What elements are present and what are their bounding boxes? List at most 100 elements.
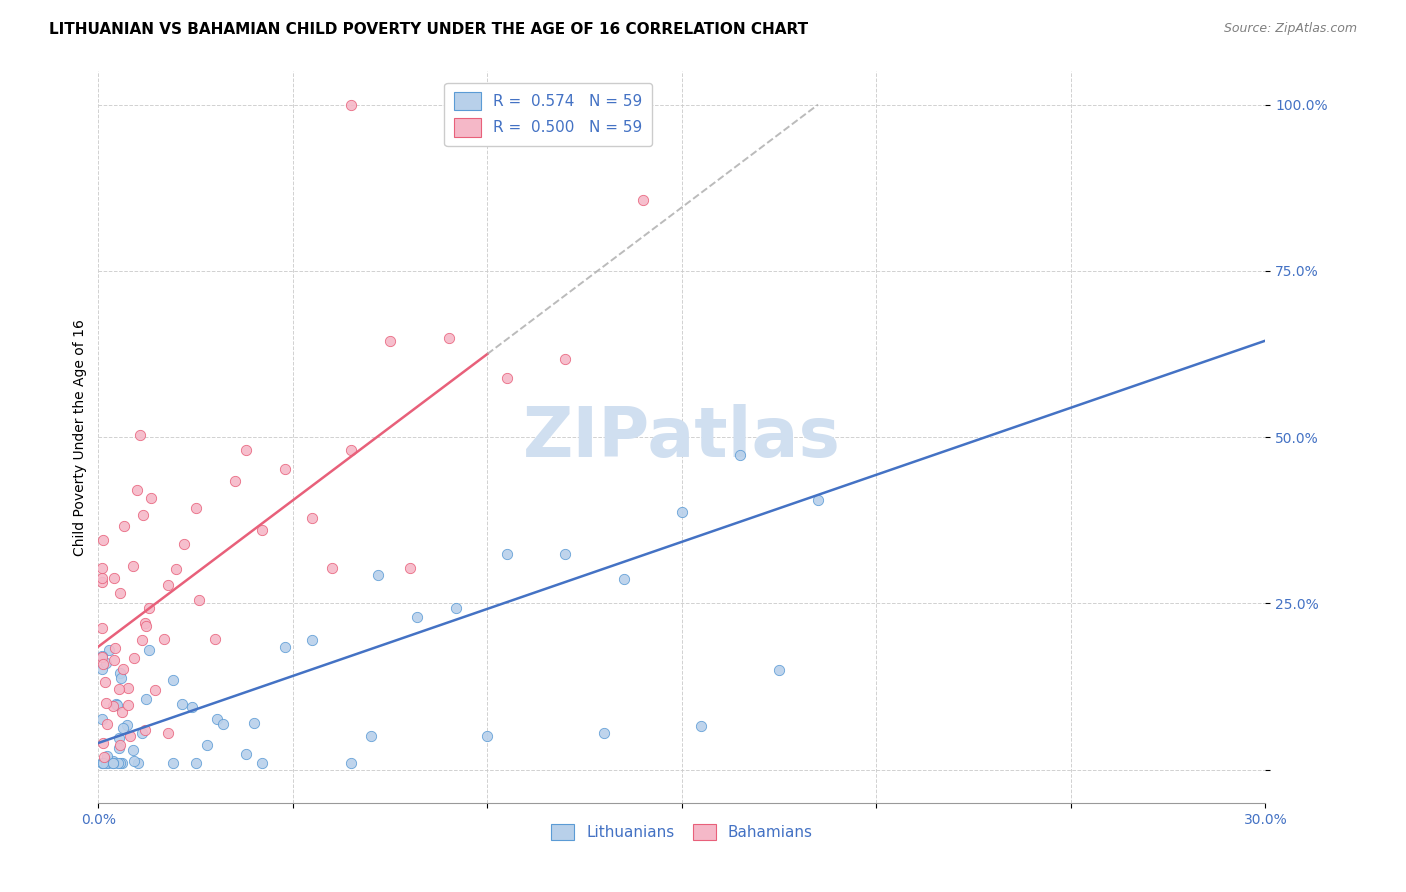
Point — [157, 578, 180, 592]
Point — [340, 756, 363, 770]
Point — [138, 601, 160, 615]
Point — [108, 682, 131, 697]
Point — [91, 648, 114, 663]
Point — [98, 643, 121, 657]
Point — [145, 682, 167, 697]
Point — [94, 756, 117, 770]
Point — [108, 586, 131, 600]
Point — [360, 729, 382, 743]
Point — [94, 697, 117, 711]
Point — [107, 756, 129, 770]
Point — [91, 571, 114, 585]
Point — [103, 699, 125, 714]
Point — [184, 756, 207, 770]
Point — [173, 537, 195, 551]
Point — [340, 442, 363, 457]
Point — [112, 662, 135, 676]
Point — [446, 600, 468, 615]
Point — [91, 575, 114, 590]
Point — [129, 428, 152, 442]
Point — [111, 706, 134, 720]
Point — [671, 506, 693, 520]
Point — [104, 640, 127, 655]
Point — [398, 561, 420, 575]
Point — [108, 740, 131, 755]
Point — [117, 681, 139, 696]
Point — [690, 719, 713, 733]
Text: Source: ZipAtlas.com: Source: ZipAtlas.com — [1223, 22, 1357, 36]
Point — [554, 547, 576, 561]
Point — [93, 533, 115, 547]
Point — [105, 698, 128, 712]
Point — [380, 334, 402, 349]
Point — [112, 518, 135, 533]
Point — [131, 633, 153, 648]
Point — [127, 483, 149, 498]
Point — [212, 717, 235, 731]
Text: ZIPatlas: ZIPatlas — [523, 403, 841, 471]
Point — [91, 661, 114, 675]
Point — [205, 712, 228, 726]
Point — [162, 756, 184, 770]
Point — [93, 657, 115, 672]
Point — [96, 749, 118, 764]
Point — [135, 619, 157, 633]
Point — [250, 523, 273, 537]
Point — [103, 571, 125, 585]
Point — [301, 633, 323, 648]
Point — [631, 193, 654, 207]
Point — [127, 756, 149, 770]
Point — [768, 663, 790, 677]
Point — [274, 462, 297, 476]
Point — [184, 501, 207, 516]
Point — [103, 755, 125, 769]
Point — [224, 474, 246, 488]
Point — [122, 650, 145, 665]
Point — [103, 653, 125, 667]
Point — [108, 739, 131, 753]
Point — [554, 351, 576, 366]
Point — [134, 616, 156, 631]
Point — [496, 547, 519, 561]
Point — [107, 731, 129, 745]
Point — [101, 756, 124, 770]
Point — [180, 700, 202, 714]
Point — [132, 508, 155, 522]
Point — [141, 491, 163, 506]
Point — [477, 729, 499, 743]
Point — [437, 331, 460, 345]
Point — [730, 448, 752, 462]
Point — [138, 643, 160, 657]
Point — [94, 656, 117, 670]
Point — [122, 754, 145, 768]
Point — [121, 742, 143, 756]
Point — [91, 756, 114, 770]
Point — [204, 632, 226, 646]
Point — [117, 698, 139, 712]
Point — [321, 561, 343, 575]
Point — [118, 729, 141, 743]
Point — [807, 493, 830, 508]
Legend: Lithuanians, Bahamians: Lithuanians, Bahamians — [546, 818, 818, 847]
Point — [157, 726, 180, 740]
Point — [162, 673, 184, 687]
Y-axis label: Child Poverty Under the Age of 16: Child Poverty Under the Age of 16 — [73, 318, 87, 556]
Point — [367, 568, 389, 582]
Point — [152, 632, 174, 647]
Point — [112, 721, 135, 735]
Point — [108, 666, 131, 681]
Point — [131, 725, 153, 739]
Point — [96, 717, 118, 731]
Point — [115, 718, 138, 732]
Point — [91, 649, 114, 664]
Point — [91, 756, 114, 770]
Point — [170, 698, 193, 712]
Point — [108, 756, 131, 770]
Point — [406, 609, 429, 624]
Point — [235, 747, 257, 761]
Point — [122, 559, 145, 574]
Point — [165, 561, 187, 575]
Point — [134, 723, 156, 737]
Point — [250, 756, 273, 770]
Point — [340, 97, 363, 112]
